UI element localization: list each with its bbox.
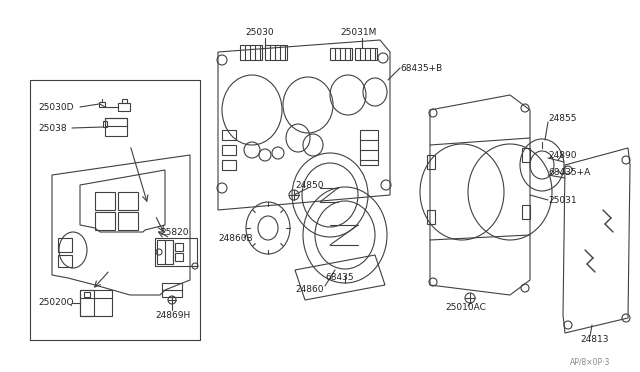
Text: 68435+B: 68435+B — [400, 64, 442, 73]
Text: 25038: 25038 — [38, 124, 67, 132]
Text: 24869H: 24869H — [155, 311, 190, 320]
Text: 25010AC: 25010AC — [445, 304, 486, 312]
Bar — [427, 210, 435, 224]
Bar — [222, 145, 236, 155]
Bar — [355, 48, 377, 60]
Text: 24890: 24890 — [548, 151, 577, 160]
Text: 24860: 24860 — [295, 285, 323, 295]
Bar — [155, 238, 197, 266]
Text: 24813: 24813 — [580, 336, 609, 344]
Text: 24860B: 24860B — [218, 234, 253, 243]
Bar — [157, 240, 173, 264]
Text: 25031: 25031 — [548, 196, 577, 205]
Text: 25020Q: 25020Q — [38, 298, 74, 308]
Bar — [103, 121, 107, 127]
Bar — [427, 155, 435, 169]
Text: 25820: 25820 — [160, 228, 189, 237]
Text: 24855: 24855 — [548, 113, 577, 122]
Bar — [95, 192, 115, 210]
Bar — [99, 102, 105, 107]
Bar — [265, 45, 287, 60]
Bar — [162, 283, 182, 297]
Bar — [122, 99, 127, 103]
Bar — [105, 118, 127, 126]
Text: 25031M: 25031M — [340, 28, 376, 36]
Bar — [175, 253, 183, 261]
Bar — [360, 130, 378, 165]
Text: AP/8×0P·3: AP/8×0P·3 — [570, 357, 611, 366]
Bar — [175, 243, 183, 251]
Text: 68435: 68435 — [325, 273, 354, 282]
Bar — [522, 148, 530, 162]
Bar — [58, 238, 72, 252]
Bar — [222, 160, 236, 170]
Bar — [105, 118, 127, 136]
Bar — [522, 205, 530, 219]
Bar — [118, 192, 138, 210]
Bar — [118, 212, 138, 230]
Bar — [80, 290, 94, 316]
Bar — [240, 45, 262, 60]
Bar — [84, 292, 90, 297]
Text: 25030: 25030 — [245, 28, 274, 36]
Bar — [95, 212, 115, 230]
Text: 24850: 24850 — [295, 180, 323, 189]
Bar — [58, 255, 72, 267]
Bar — [222, 130, 236, 140]
Text: 68435+A: 68435+A — [548, 167, 590, 176]
Bar — [330, 48, 352, 60]
Bar — [118, 103, 130, 111]
Bar — [80, 290, 112, 316]
Text: 25030D: 25030D — [38, 103, 74, 112]
